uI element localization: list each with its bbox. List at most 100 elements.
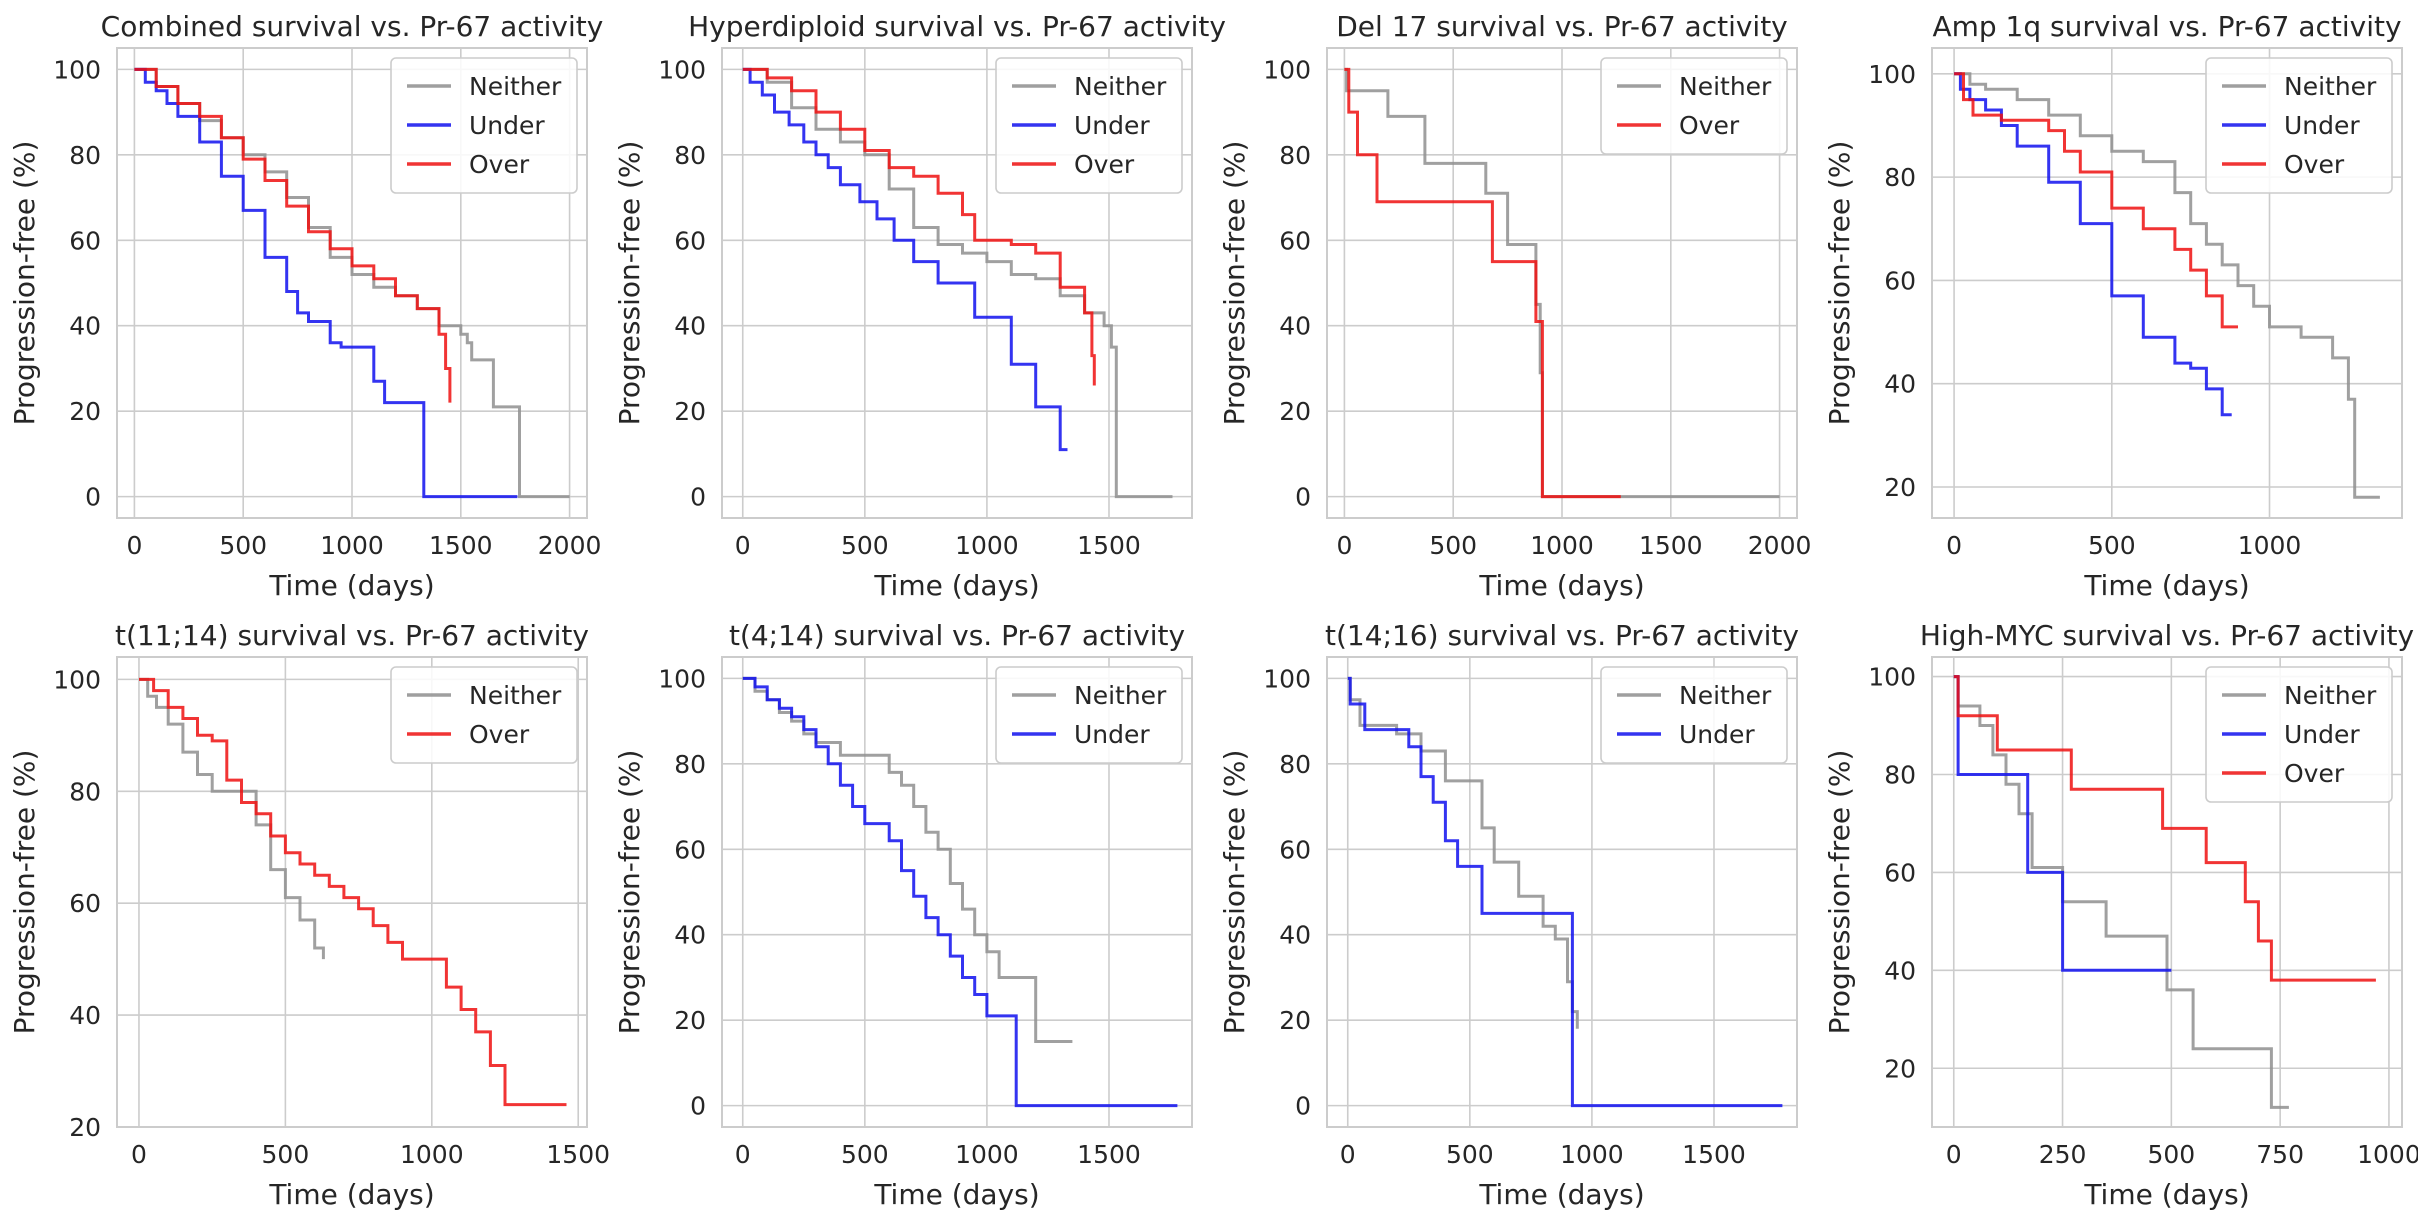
legend-label-neither: Neither [469, 681, 562, 710]
legend: Neither Under Over [995, 57, 1183, 194]
legend: Neither Under [995, 666, 1183, 764]
legend-label-neither: Neither [1679, 72, 1772, 101]
x-tick-label: 1000 [1530, 531, 1594, 560]
legend-label-neither: Neither [1074, 72, 1167, 101]
legend-label-under: Under [2284, 720, 2360, 749]
y-tick-label: 60 [69, 226, 101, 255]
legend: Neither Under [1600, 666, 1788, 764]
x-tick-label: 1500 [429, 531, 493, 560]
legend-label-neither: Neither [1074, 681, 1167, 710]
y-tick-label: 80 [1884, 163, 1916, 192]
y-tick-label: 60 [1279, 835, 1311, 864]
series-line-under [742, 67, 1068, 452]
y-tick-label: 20 [674, 397, 706, 426]
y-axis-label: Progression-free (%) [613, 750, 646, 1035]
chart-title: Amp 1q survival vs. Pr-67 activity [1932, 10, 2401, 43]
y-tick-label: 0 [85, 483, 101, 512]
x-tick-label: 2000 [538, 531, 602, 560]
legend-label-neither: Neither [1679, 681, 1772, 710]
series-line-under [134, 67, 518, 499]
legend-label-over: Over [2284, 759, 2345, 788]
x-tick-label: 1000 [320, 531, 384, 560]
y-tick-label: 20 [69, 1113, 101, 1142]
series-line-over [1344, 67, 1621, 499]
legend-box [390, 666, 578, 764]
legend-box [2205, 57, 2393, 194]
y-tick-label: 80 [69, 141, 101, 170]
x-tick-label: 750 [2256, 1140, 2304, 1169]
x-axis-label: Time (days) [268, 569, 434, 602]
legend-label-over: Over [1679, 111, 1740, 140]
y-tick-label: 40 [69, 312, 101, 341]
y-tick-label: 80 [1279, 750, 1311, 779]
chart-panel-2: 0 500 1000 1500 0 20 40 60 80 100 Hyperdiploid sur… [613, 10, 1226, 602]
y-tick-label: 100 [53, 665, 101, 694]
x-axis-label: Time (days) [1478, 1178, 1644, 1211]
x-tick-label: 1500 [1077, 1140, 1141, 1169]
series-line-over [134, 67, 452, 403]
y-tick-label: 40 [1884, 370, 1916, 399]
legend-label-over: Over [1074, 150, 1135, 179]
x-tick-label: 0 [1946, 531, 1962, 560]
chart-panel-6: 0 500 1000 1500 0 20 40 60 80 100 t(4;14) survival… [613, 619, 1193, 1211]
x-tick-label: 500 [1446, 1140, 1494, 1169]
x-axis-label: Time (days) [268, 1178, 434, 1211]
plot-frame [721, 47, 1193, 519]
legend-label-neither: Neither [469, 72, 562, 101]
y-tick-label: 100 [1868, 60, 1916, 89]
chart-panel-5: 0 500 1000 1500 20 40 60 80 100 t(11;14) survival… [8, 619, 610, 1211]
y-tick-label: 0 [690, 1092, 706, 1121]
legend: Neither Under Over [390, 57, 578, 194]
x-tick-label: 500 [1429, 531, 1477, 560]
y-tick-label: 100 [658, 55, 706, 84]
series-line-under [1347, 676, 1783, 1108]
plot-frame [1931, 656, 2403, 1128]
legend-label-over: Over [469, 720, 530, 749]
legend: Neither Under Over [2205, 57, 2393, 194]
chart-title: t(4;14) survival vs. Pr-67 activity [729, 619, 1185, 652]
legend: Neither Under Over [2205, 666, 2393, 803]
y-tick-label: 40 [674, 921, 706, 950]
x-tick-label: 1000 [2238, 531, 2302, 560]
legend-label-neither: Neither [2284, 72, 2377, 101]
x-axis-label: Time (days) [873, 569, 1039, 602]
legend-box [2205, 666, 2393, 803]
y-tick-label: 40 [69, 1001, 101, 1030]
x-tick-label: 1000 [955, 531, 1019, 560]
series-line-neither [1954, 72, 2380, 499]
chart-panel-7: 0 500 1000 1500 0 20 40 60 80 100 t(14;16) surviva… [1218, 619, 1799, 1211]
x-tick-label: 1500 [1682, 1140, 1746, 1169]
plot-frame [1326, 656, 1798, 1128]
y-tick-label: 60 [69, 889, 101, 918]
legend-label-under: Under [469, 111, 545, 140]
x-axis-label: Time (days) [1478, 569, 1644, 602]
x-tick-label: 500 [841, 531, 889, 560]
legend-box [1600, 666, 1788, 764]
chart-title: Hyperdiploid survival vs. Pr-67 activity [688, 10, 1226, 43]
y-tick-label: 20 [69, 397, 101, 426]
y-tick-label: 80 [674, 750, 706, 779]
x-axis-label: Time (days) [873, 1178, 1039, 1211]
series-line-over [742, 67, 1096, 386]
legend-label-over: Over [469, 150, 530, 179]
legend-box [390, 57, 578, 194]
x-tick-label: 0 [1946, 1140, 1962, 1169]
plot-frame [721, 656, 1193, 1128]
chart-title: Del 17 survival vs. Pr-67 activity [1336, 10, 1788, 43]
y-tick-label: 100 [53, 55, 101, 84]
legend: Neither Over [1600, 57, 1788, 155]
y-axis-label: Progression-free (%) [8, 750, 41, 1035]
plot-frame [116, 656, 588, 1128]
y-axis-label: Progression-free (%) [1218, 141, 1251, 426]
chart-title: t(14;16) survival vs. Pr-67 activity [1325, 619, 1799, 652]
y-tick-label: 100 [1263, 55, 1311, 84]
x-tick-label: 0 [1340, 1140, 1356, 1169]
y-tick-label: 60 [674, 226, 706, 255]
series-line-neither [134, 67, 570, 499]
x-tick-label: 1500 [1077, 531, 1141, 560]
y-tick-label: 100 [658, 664, 706, 693]
y-tick-label: 20 [1279, 1006, 1311, 1035]
